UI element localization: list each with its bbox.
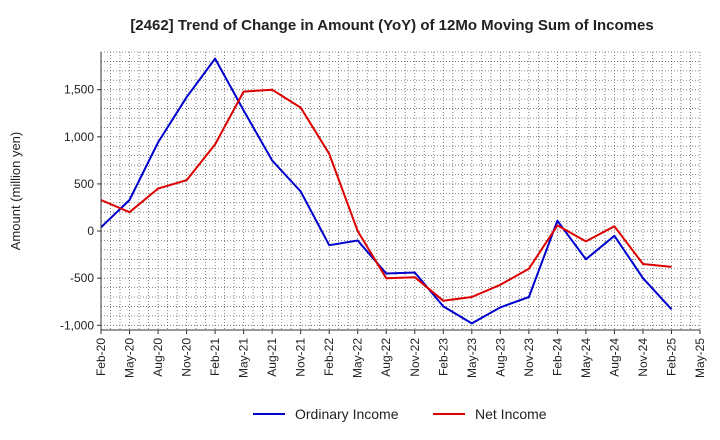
x-tick-label: Nov-24 <box>636 338 650 377</box>
x-tick-label: Nov-22 <box>408 338 422 377</box>
x-tick-label: May-25 <box>693 338 707 378</box>
y-tick-label: -1,000 <box>60 318 94 332</box>
x-tick-label: Aug-20 <box>151 338 165 377</box>
y-tick-label: 0 <box>87 224 94 238</box>
x-axis-ticks: Feb-20 May-20 Aug-20 Nov-20 Feb-21 May-21 Aug-… <box>94 330 707 378</box>
x-tick-label: May-20 <box>123 338 137 378</box>
chart-title: [2462] Trend of Change in Amount (YoY) o… <box>130 17 653 34</box>
x-tick-label: Feb-20 <box>94 338 108 376</box>
series-line-ordinary-income <box>100 57 673 325</box>
legend-label: Net Income <box>475 406 547 422</box>
x-tick-label: Nov-20 <box>180 338 194 377</box>
series-lines <box>100 57 673 325</box>
x-tick-label: Feb-23 <box>436 338 450 376</box>
x-tick-label: Aug-24 <box>607 338 621 377</box>
legend-label: Ordinary Income <box>295 406 399 422</box>
y-tick-label: -500 <box>70 271 94 285</box>
x-tick-label: Aug-22 <box>379 338 393 377</box>
y-tick-label: 1,500 <box>64 83 94 97</box>
x-tick-label: Aug-21 <box>265 338 279 377</box>
x-tick-label: Feb-22 <box>322 338 336 376</box>
series-line-net-income <box>100 88 672 302</box>
y-tick-label: 500 <box>74 177 94 191</box>
y-axis-ticks: -1,000 -500 0 500 1,000 1,500 <box>60 83 101 332</box>
x-tick-label: Feb-21 <box>208 338 222 376</box>
plot-background <box>101 52 700 330</box>
x-tick-label: May-22 <box>351 338 365 378</box>
x-tick-label: May-24 <box>579 338 593 378</box>
y-axis-label: Amount (million yen) <box>8 132 23 251</box>
x-tick-label: Feb-24 <box>550 338 564 376</box>
y-tick-label: 1,000 <box>64 130 94 144</box>
x-tick-label: Feb-25 <box>664 338 678 376</box>
plot-area <box>101 52 700 330</box>
x-tick-label: May-21 <box>237 338 251 378</box>
axes <box>100 52 700 331</box>
grid-lines <box>100 51 701 330</box>
x-tick-label: Nov-23 <box>522 338 536 377</box>
x-tick-label: Aug-23 <box>493 338 507 377</box>
x-tick-label: May-23 <box>465 338 479 378</box>
legend: Ordinary Income Net Income <box>253 406 547 422</box>
x-tick-label: Nov-21 <box>294 338 308 377</box>
